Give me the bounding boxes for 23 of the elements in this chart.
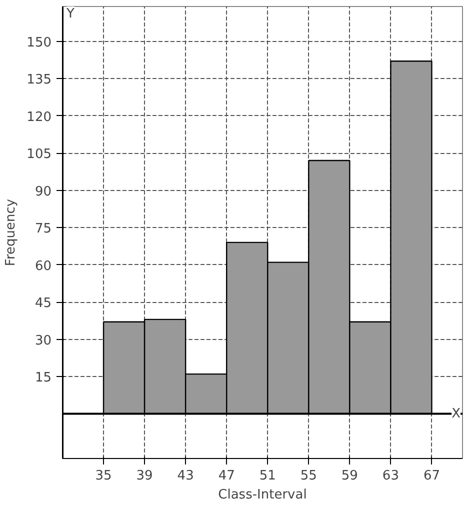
y-tick-label: 150 <box>26 35 52 50</box>
y-tick-label: 120 <box>26 110 52 125</box>
annotation: X <box>452 406 461 422</box>
y-tick-label: 60 <box>34 258 52 274</box>
x-tick-label: 35 <box>95 468 112 484</box>
x-tick-label: 63 <box>382 468 399 484</box>
y-axis-title: Frequency <box>4 198 19 266</box>
y-tick-label: 15 <box>34 370 52 386</box>
x-tick-label: 51 <box>259 468 276 484</box>
x-tick-label: 47 <box>218 468 235 484</box>
x-tick-label: 43 <box>177 468 194 484</box>
y-tick-label: 30 <box>34 333 52 348</box>
x-tick-label: 67 <box>423 468 440 484</box>
y-tick-label: 135 <box>26 72 52 88</box>
x-tick-label: 59 <box>341 468 358 484</box>
y-tick-label: 45 <box>34 296 52 312</box>
annotation: Y <box>66 6 74 22</box>
y-tick-label: 75 <box>34 222 52 237</box>
x-tick-label: 39 <box>136 468 153 484</box>
x-tick-label: 55 <box>300 468 317 484</box>
x-axis-title: Class-Interval <box>218 488 307 502</box>
y-tick-label: 105 <box>26 147 52 162</box>
y-tick-label: 90 <box>34 184 52 200</box>
